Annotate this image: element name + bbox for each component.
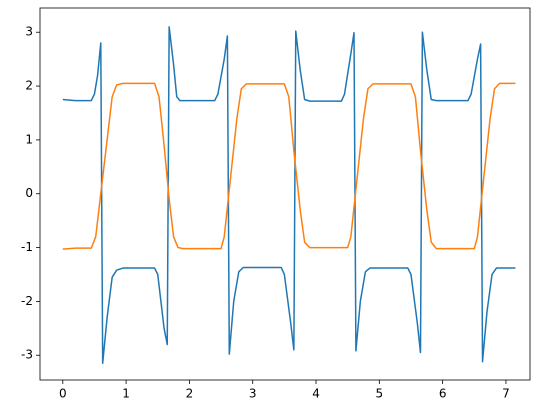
- y-tick-label: 1: [25, 132, 33, 146]
- x-tick-label: 1: [122, 387, 130, 401]
- y-tick-label: -3: [21, 348, 33, 362]
- y-tick-label: 2: [25, 79, 33, 93]
- data-line: [62, 26, 516, 365]
- x-tick-label: 7: [502, 387, 510, 401]
- y-tick-label: 0: [25, 186, 33, 200]
- data-line: [62, 82, 516, 250]
- x-tick-label: 0: [59, 387, 67, 401]
- axes-frame: [39, 7, 531, 381]
- x-tick-label: 4: [312, 387, 320, 401]
- y-tick-label: -2: [21, 294, 33, 308]
- x-tick-label: 2: [186, 387, 194, 401]
- x-tick-label: 5: [376, 387, 384, 401]
- y-tick-label: -1: [21, 240, 33, 254]
- y-tick-label: 3: [25, 25, 33, 39]
- x-tick-label: 3: [249, 387, 257, 401]
- x-tick-label: 6: [439, 387, 447, 401]
